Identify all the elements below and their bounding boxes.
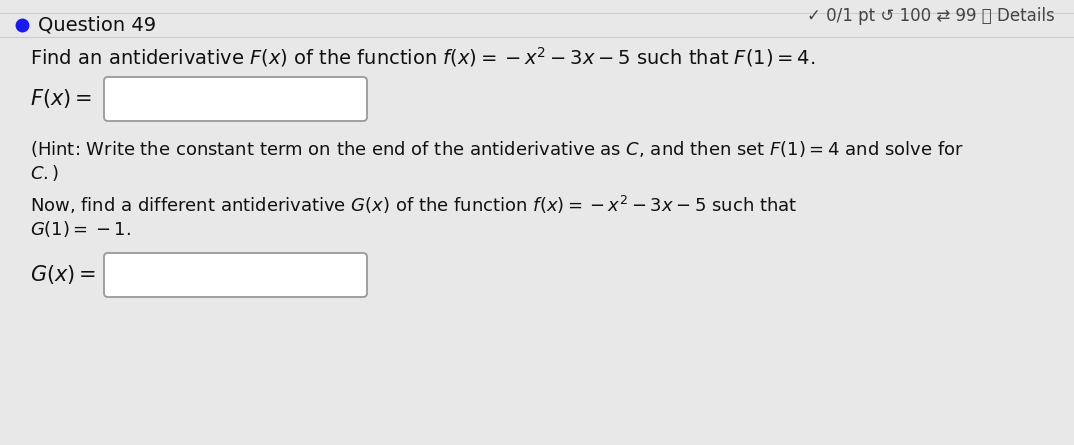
Text: (Hint: Write the constant term on the end of the antiderivative as $C$, and then: (Hint: Write the constant term on the en… <box>30 139 963 159</box>
Text: Now, find a different antiderivative $G(x)$ of the function $f(x) = -x^2 - 3x - : Now, find a different antiderivative $G(… <box>30 194 797 216</box>
Text: $G(x) =$: $G(x) =$ <box>30 263 97 287</box>
Text: $F(x) =$: $F(x) =$ <box>30 88 92 110</box>
Text: ✓ 0/1 pt ↺ 100 ⇄ 99 ⓘ Details: ✓ 0/1 pt ↺ 100 ⇄ 99 ⓘ Details <box>808 7 1055 25</box>
Text: Question 49: Question 49 <box>38 16 156 35</box>
FancyBboxPatch shape <box>104 253 367 297</box>
Text: $G(1) = -1.$: $G(1) = -1.$ <box>30 219 131 239</box>
Text: Find an antiderivative $F(x)$ of the function $f(x) = -x^2 - 3x - 5$ such that $: Find an antiderivative $F(x)$ of the fun… <box>30 45 815 69</box>
FancyBboxPatch shape <box>104 77 367 121</box>
Text: $C.$): $C.$) <box>30 163 59 183</box>
